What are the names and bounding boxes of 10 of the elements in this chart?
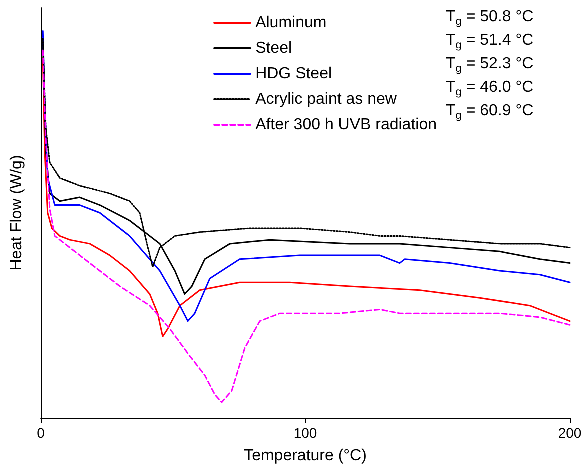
legend-label: Aluminum xyxy=(256,14,327,32)
y-axis-title: Heat Flow (W/g) xyxy=(8,155,26,271)
legend-label: After 300 h UVB radiation xyxy=(256,116,437,134)
legend-label: Acrylic paint as new xyxy=(256,91,398,108)
x-tick-label: 0 xyxy=(37,425,46,441)
x-tick-label: 100 xyxy=(294,425,318,441)
legend-label: Steel xyxy=(256,40,292,57)
x-tick-label: 200 xyxy=(558,425,582,441)
legend-label: HDG Steel xyxy=(256,66,332,82)
x-axis-title: Temperature (°C) xyxy=(244,448,367,464)
